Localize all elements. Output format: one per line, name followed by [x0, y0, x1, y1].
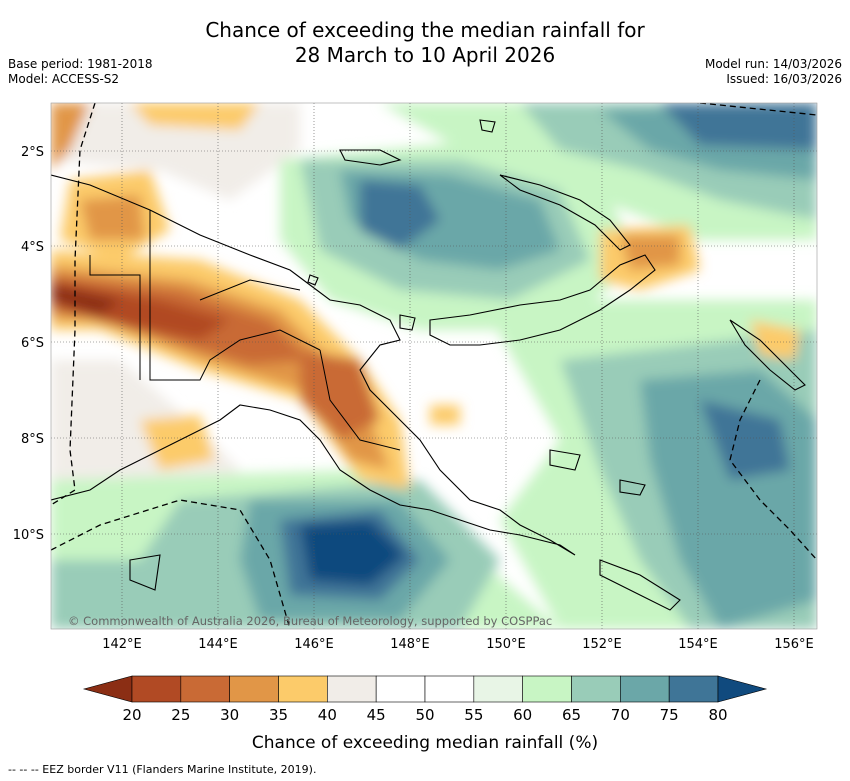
field-yellow-south [140, 415, 215, 470]
eez-borders [51, 103, 817, 629]
border-western [149, 210, 321, 381]
colorbar-tick-label: 75 [660, 706, 679, 724]
lon-label: 142°E [102, 637, 142, 652]
colorbar-tick-label: 35 [269, 706, 288, 724]
colorbar-swatch [131, 675, 182, 703]
colorbar-tick-label: 80 [708, 706, 727, 724]
title-line-2: 28 March to 10 April 2026 [294, 43, 556, 67]
field-orange-w [80, 195, 145, 240]
colorbar-swatch [571, 675, 621, 703]
model-name: Model: ACCESS-S2 [8, 72, 120, 86]
meta-left: Base period: 1981-2018 Model: ACCESS-S2 [8, 57, 153, 87]
lon-labels: 142°E 144°E 146°E 148°E 150°E 152°E 154°… [102, 637, 814, 652]
map-field [51, 103, 817, 629]
lon-label: 152°E [582, 637, 622, 652]
meta-right: Model run: 14/03/2026 Issued: 16/03/2026 [705, 57, 842, 87]
lat-label: 6°S [21, 336, 44, 351]
coastline-new-guinea [51, 174, 576, 556]
lon-label: 156°E [774, 637, 814, 652]
colorbar-tick-label: 70 [611, 706, 630, 724]
colorbar-swatch [620, 675, 670, 703]
coastline-cape-york [129, 554, 161, 591]
lat-labels: 2°S 4°S 6°S 8°S 10°S [13, 145, 44, 543]
lon-label: 148°E [390, 637, 430, 652]
colorbar-tick-label: 55 [464, 706, 483, 724]
issued-date: Issued: 16/03/2026 [726, 72, 842, 86]
colorbar-swatch [180, 675, 230, 703]
field-yellow-n [130, 103, 260, 130]
field-blue-ne [660, 103, 817, 150]
field-darkest-brown [51, 285, 120, 315]
lat-label: 2°S [21, 145, 44, 160]
model-run: Model run: 14/03/2026 [704, 57, 842, 71]
colorbar-tick-label: 45 [367, 706, 386, 724]
base-period: Base period: 1981-2018 [8, 57, 153, 71]
chart-title: Chance of exceeding the median rainfall … [0, 18, 850, 68]
island-b [399, 314, 416, 331]
colorbar-tick-label: 60 [513, 706, 532, 724]
colorbar-arrow-low [82, 675, 133, 703]
coastline-manus [339, 149, 402, 166]
field-teal-sw [51, 560, 180, 629]
coastline-bougainville [729, 319, 806, 391]
field-darkorange-gulf [300, 350, 380, 440]
lat-label: 4°S [21, 240, 44, 255]
island-c [307, 274, 319, 286]
border-sandaun [89, 255, 141, 380]
field-orange-nw-corner [51, 103, 90, 170]
colorbar-tick-label: 50 [415, 706, 434, 724]
border-enga [199, 279, 301, 301]
island-d [549, 449, 581, 471]
lon-label: 150°E [486, 637, 526, 652]
island-e [619, 479, 646, 496]
colorbar-swatch [327, 675, 377, 703]
colorbar-swatch [229, 675, 279, 703]
eez-footnote: -- -- -- EEZ border V11 (Flanders Marine… [8, 763, 317, 776]
colorbar-swatch [278, 675, 328, 703]
graticule [51, 103, 817, 629]
field-yellow-dot [430, 405, 460, 425]
colorbar-arrow-high [717, 675, 768, 703]
copyright-notice: © Commonwealth of Australia 2026, Bureau… [68, 614, 552, 628]
field-blue-e [700, 400, 790, 480]
colorbar-tick-label: 30 [220, 706, 239, 724]
coastlines [51, 119, 806, 611]
lon-label: 146°E [294, 637, 334, 652]
coastline-new-ireland [499, 174, 631, 251]
colorbar-label: Chance of exceeding median rainfall (%) [251, 733, 599, 753]
map-frame [50, 102, 818, 630]
field-darkest-coral [300, 520, 405, 585]
field-orange-newbritain [620, 235, 680, 270]
island-a [479, 119, 496, 133]
colorbar-tick-label: 25 [171, 706, 190, 724]
eez-south [51, 499, 291, 629]
colorbar-swatch [473, 675, 523, 703]
border-gulf [319, 349, 401, 451]
colorbar-swatch [668, 675, 719, 703]
eez-east [729, 379, 817, 561]
colorbar-swatch [522, 675, 572, 703]
colorbar-tick-labels: 20 25 30 35 40 45 50 55 60 65 70 75 80 [122, 706, 727, 724]
colorbar-swatch [375, 675, 426, 703]
lat-label: 8°S [21, 432, 44, 447]
colorbar-tick-label: 40 [318, 706, 337, 724]
coastline-louisiade [599, 559, 681, 611]
field-blue-bismarck [360, 180, 440, 250]
lat-label: 10°S [13, 528, 44, 543]
title-line-1: Chance of exceeding the median rainfall … [205, 18, 645, 42]
lon-label: 154°E [678, 637, 718, 652]
lon-label: 144°E [198, 637, 238, 652]
colorbar-tick-label: 20 [122, 706, 141, 724]
province-borders [89, 210, 401, 451]
colorbar-swatch [424, 675, 475, 703]
coastline-new-britain [429, 254, 656, 346]
colorbar [82, 675, 768, 703]
field-yellow-bougainville [750, 320, 800, 360]
colorbar-tick-label: 65 [562, 706, 581, 724]
